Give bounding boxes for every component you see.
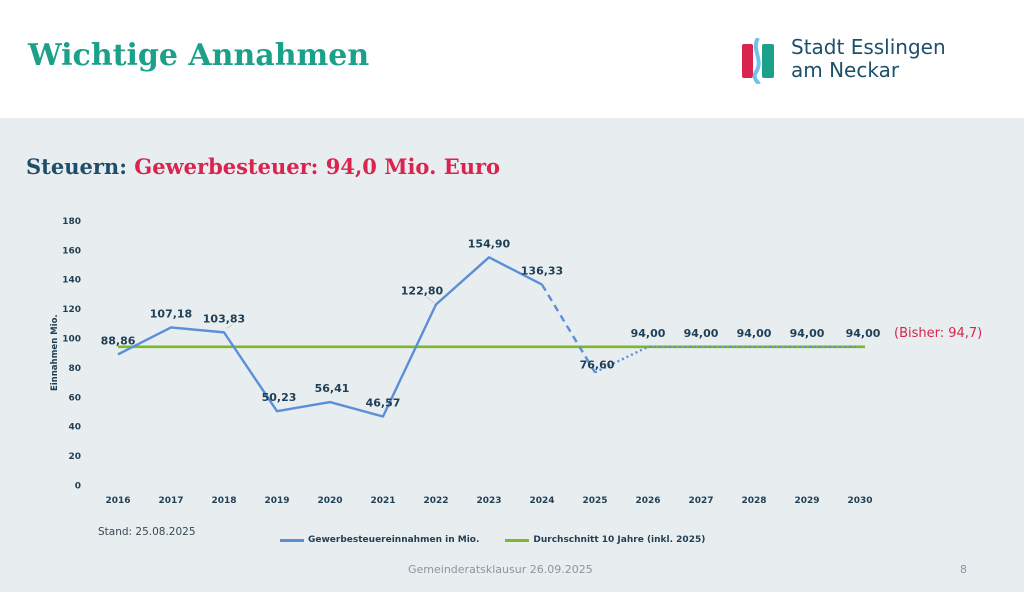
x-tick-label: 2017 <box>158 496 183 506</box>
y-tick-label: 40 <box>68 423 81 433</box>
data-label: 107,18 <box>150 307 192 320</box>
x-tick-label: 2029 <box>794 496 819 506</box>
chart-legend: Gewerbesteuereinnahmen in Mio. Durchschn… <box>280 535 705 545</box>
x-tick-label: 2023 <box>476 496 501 506</box>
legend-swatch-revenue <box>280 538 304 542</box>
revenue-series-solid-segment <box>117 256 543 418</box>
legend-item-revenue: Gewerbesteuereinnahmen in Mio. <box>280 535 479 545</box>
revenue-series-dashed-segment <box>540 283 597 374</box>
data-label: 50,23 <box>262 391 297 404</box>
data-label: 94,00 <box>684 327 719 340</box>
y-tick-label: 60 <box>68 393 81 403</box>
city-logo: Stadt Esslingen am Neckar <box>742 36 982 86</box>
y-tick-label: 0 <box>75 482 81 492</box>
x-tick-label: 2025 <box>582 496 607 506</box>
x-tick-label: 2018 <box>211 496 236 506</box>
x-tick-label: 2024 <box>529 496 554 506</box>
x-tick-label: 2016 <box>105 496 130 506</box>
city-logo-text: Stadt Esslingen am Neckar <box>791 36 946 82</box>
data-label: 94,00 <box>846 327 881 340</box>
data-label: 88,86 <box>101 334 136 347</box>
data-label: 46,57 <box>366 397 401 410</box>
data-label: 154,90 <box>468 237 511 250</box>
y-tick-label: 100 <box>62 335 81 345</box>
data-label: 94,00 <box>631 327 666 340</box>
city-logo-icon <box>742 38 774 84</box>
data-date-note: Stand: 25.08.2025 <box>98 526 196 538</box>
subtitle-lead: Steuern: <box>26 154 127 179</box>
data-label: 76,60 <box>580 358 615 371</box>
legend-label-revenue: Gewerbesteuereinnahmen in Mio. <box>308 535 480 545</box>
x-tick-label: 2020 <box>317 496 342 506</box>
leader-line <box>425 296 435 304</box>
data-label: 56,41 <box>315 382 350 395</box>
y-tick-label: 140 <box>62 276 81 286</box>
x-tick-label: 2019 <box>264 496 289 506</box>
legend-item-average: Durchschnitt 10 Jahre (inkl. 2025) <box>505 535 705 545</box>
page-number: 8 <box>960 563 967 576</box>
y-axis-label: Einnahmen Mio. <box>50 314 60 391</box>
header-bar: Wichtige Annahmen Stadt Esslingen am Nec… <box>0 0 1024 118</box>
x-tick-label: 2021 <box>370 496 395 506</box>
legend-label-average: Durchschnitt 10 Jahre (inkl. 2025) <box>533 535 706 545</box>
x-tick-label: 2028 <box>741 496 766 506</box>
data-label: 103,83 <box>203 312 245 325</box>
logo-line-2: am Neckar <box>791 58 900 82</box>
previous-value-annotation: (Bisher: 94,7) <box>894 326 983 341</box>
x-tick-label: 2022 <box>423 496 448 506</box>
revenue-series-dotted-segment <box>594 345 860 374</box>
x-tick-label: 2030 <box>847 496 872 506</box>
footer-text: Gemeinderatsklausur 26.09.2025 <box>408 563 593 576</box>
section-subtitle: Steuern: Gewerbesteuer: 94,0 Mio. Euro <box>26 154 500 179</box>
logo-line-1: Stadt Esslingen <box>791 35 946 59</box>
slide-title: Wichtige Annahmen <box>28 38 370 73</box>
y-tick-label: 80 <box>68 364 81 374</box>
y-tick-label: 160 <box>62 246 81 256</box>
data-label: 94,00 <box>790 327 825 340</box>
y-tick-label: 20 <box>68 452 81 462</box>
x-tick-label: 2026 <box>635 496 660 506</box>
y-tick-label: 180 <box>62 217 81 227</box>
data-label: 122,80 <box>401 284 444 297</box>
y-tick-label: 120 <box>62 305 81 315</box>
leader-line <box>225 325 233 329</box>
data-label: 136,33 <box>521 265 563 278</box>
x-tick-label: 2027 <box>688 496 713 506</box>
legend-swatch-average <box>505 538 530 542</box>
data-label: 94,00 <box>737 327 772 340</box>
subtitle-highlight: Gewerbesteuer: 94,0 Mio. Euro <box>134 154 501 179</box>
